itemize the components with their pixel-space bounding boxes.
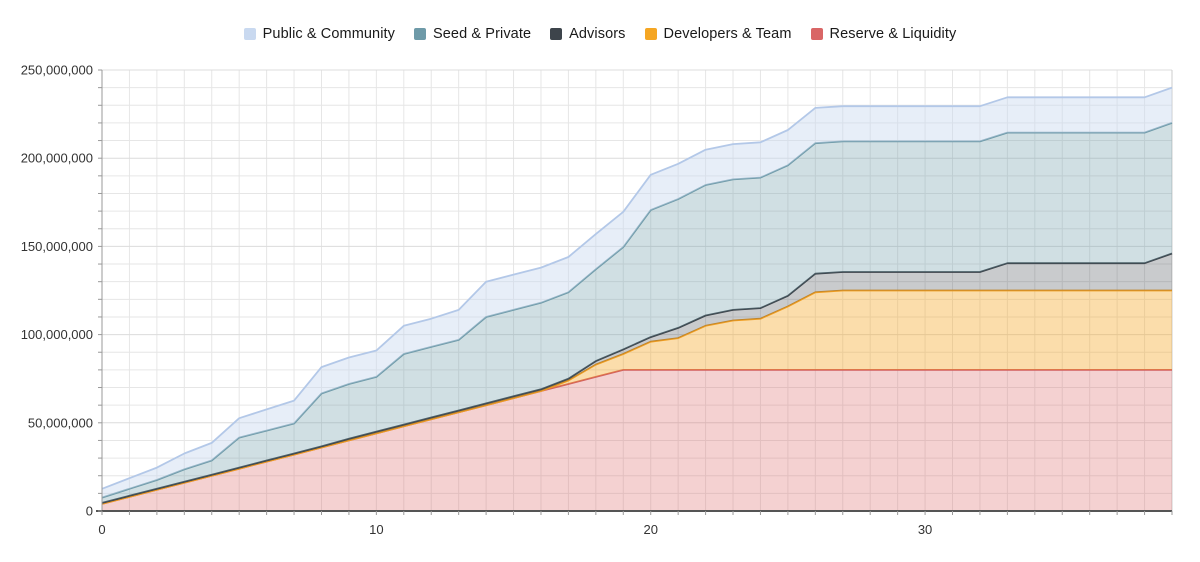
line-seed-and-private [101, 122, 1173, 499]
legend-swatch-icon [243, 28, 256, 40]
legend-item-seed-and-private[interactable]: Seed & Private [414, 26, 531, 42]
legend-item-reserve-and-liquidity[interactable]: Reserve & Liquidity [810, 26, 957, 42]
legend-item-public-and-community[interactable]: Public & Community [243, 26, 395, 42]
legend-swatch-icon [414, 28, 426, 40]
legend-label: Reserve & Liquidity [829, 26, 957, 42]
area-seed-and-private [102, 122, 1172, 503]
area-reserve-and-liquidity [102, 369, 1172, 511]
area-developers-and-team [102, 290, 1172, 504]
x-axis-tick-label: 0 [98, 522, 105, 537]
y-axis-tick-label: 100,000,000 [21, 327, 93, 342]
y-axis-tick-label: 50,000,000 [28, 415, 93, 430]
area-public-and-community [102, 87, 1172, 498]
x-axis-tick-label: 10 [369, 522, 383, 537]
legend-swatch-icon [550, 28, 563, 40]
legend-item-advisors[interactable]: Advisors [550, 26, 625, 42]
legend-label: Seed & Private [433, 26, 532, 42]
y-axis-tick-label: 150,000,000 [21, 239, 93, 254]
legend-swatch-icon [810, 28, 823, 40]
area-advisors [102, 253, 1172, 504]
chart-legend: Public & Community Seed & Private Advisors… [0, 26, 1200, 42]
legend-label: Developers & Team [663, 26, 792, 42]
legend-swatch-icon [644, 28, 657, 40]
legend-item-developers-and-team[interactable]: Developers & Team [644, 26, 792, 42]
y-axis-tick-label: 200,000,000 [21, 151, 93, 166]
line-advisors [101, 252, 1173, 504]
y-axis-tick-label: 250,000,000 [21, 63, 93, 78]
y-axis-tick-label: 0 [86, 504, 93, 519]
legend-label: Advisors [569, 26, 626, 42]
x-axis-tick-label: 30 [918, 522, 932, 537]
x-axis-tick-label: 20 [643, 522, 657, 537]
line-public-and-community [101, 86, 1173, 490]
line-developers-and-team [101, 289, 1172, 505]
legend-label: Public & Community [262, 26, 395, 42]
